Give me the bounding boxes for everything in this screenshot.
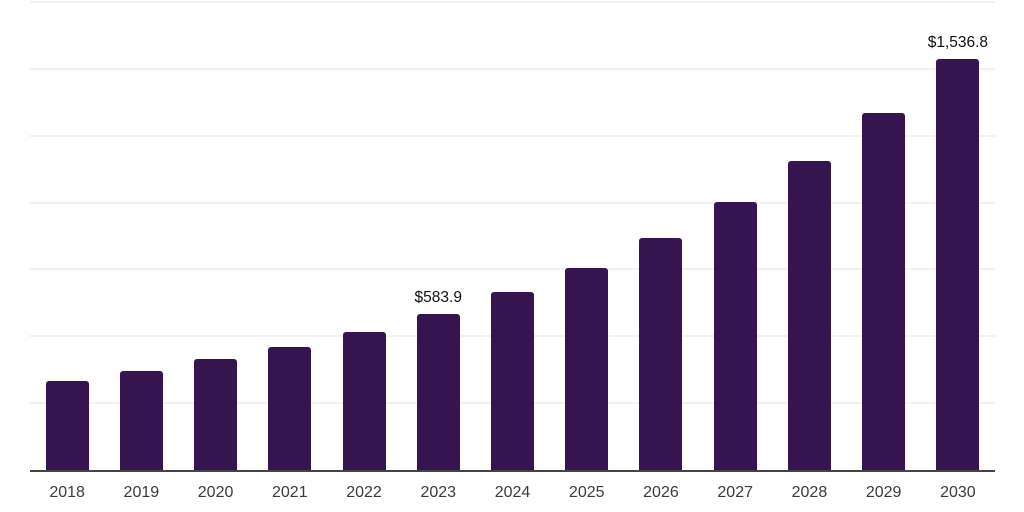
x-axis-label-2027: 2027: [717, 484, 753, 501]
x-axis-label-2019: 2019: [123, 484, 160, 501]
x-axis-label-2030: 2030: [940, 484, 976, 501]
bar-2018: [45, 381, 89, 470]
bar-2028: [787, 160, 831, 470]
gridline-750: [30, 268, 995, 271]
bar-2024: [491, 292, 534, 470]
x-axis-label-2025: 2025: [568, 484, 605, 501]
bar-2027: [713, 201, 757, 470]
bar-2026: [639, 237, 683, 470]
bar-value-label-2023: $583.9: [414, 289, 462, 307]
bar-2020: [194, 359, 238, 470]
bar-2021: [268, 347, 312, 470]
gridline-1750: [30, 1, 995, 3]
x-axis-label-2018: 2018: [49, 484, 85, 501]
x-axis-label-2029: 2029: [865, 484, 902, 501]
bar-2023: [416, 313, 460, 470]
bar-2022: [342, 332, 386, 470]
plot-area: $583.9 $1,536.8: [30, 1, 995, 470]
gridline-1500: [30, 67, 995, 70]
bar-2019: [119, 371, 163, 470]
bar-2030: [936, 59, 980, 470]
x-axis-line: [30, 470, 995, 472]
gridline-1250: [30, 134, 995, 137]
gridline-1000: [30, 201, 995, 204]
bar-value-label-2030: $1,536.8: [927, 34, 989, 52]
bar-2029: [862, 112, 906, 470]
x-axis-label-2020: 2020: [197, 484, 234, 501]
x-axis-label-2026: 2026: [643, 484, 679, 501]
x-axis-labels: 2018 2019 2020 2021 2022 2023 2024 2025 2026 2027…: [30, 485, 995, 507]
x-axis-label-2023: 2023: [420, 484, 457, 501]
bar-2025: [565, 267, 609, 470]
x-axis-label-2021: 2021: [272, 484, 308, 501]
x-axis-label-2022: 2022: [346, 484, 382, 501]
x-axis-label-2024: 2024: [494, 484, 531, 501]
x-axis-label-2028: 2028: [791, 484, 828, 501]
